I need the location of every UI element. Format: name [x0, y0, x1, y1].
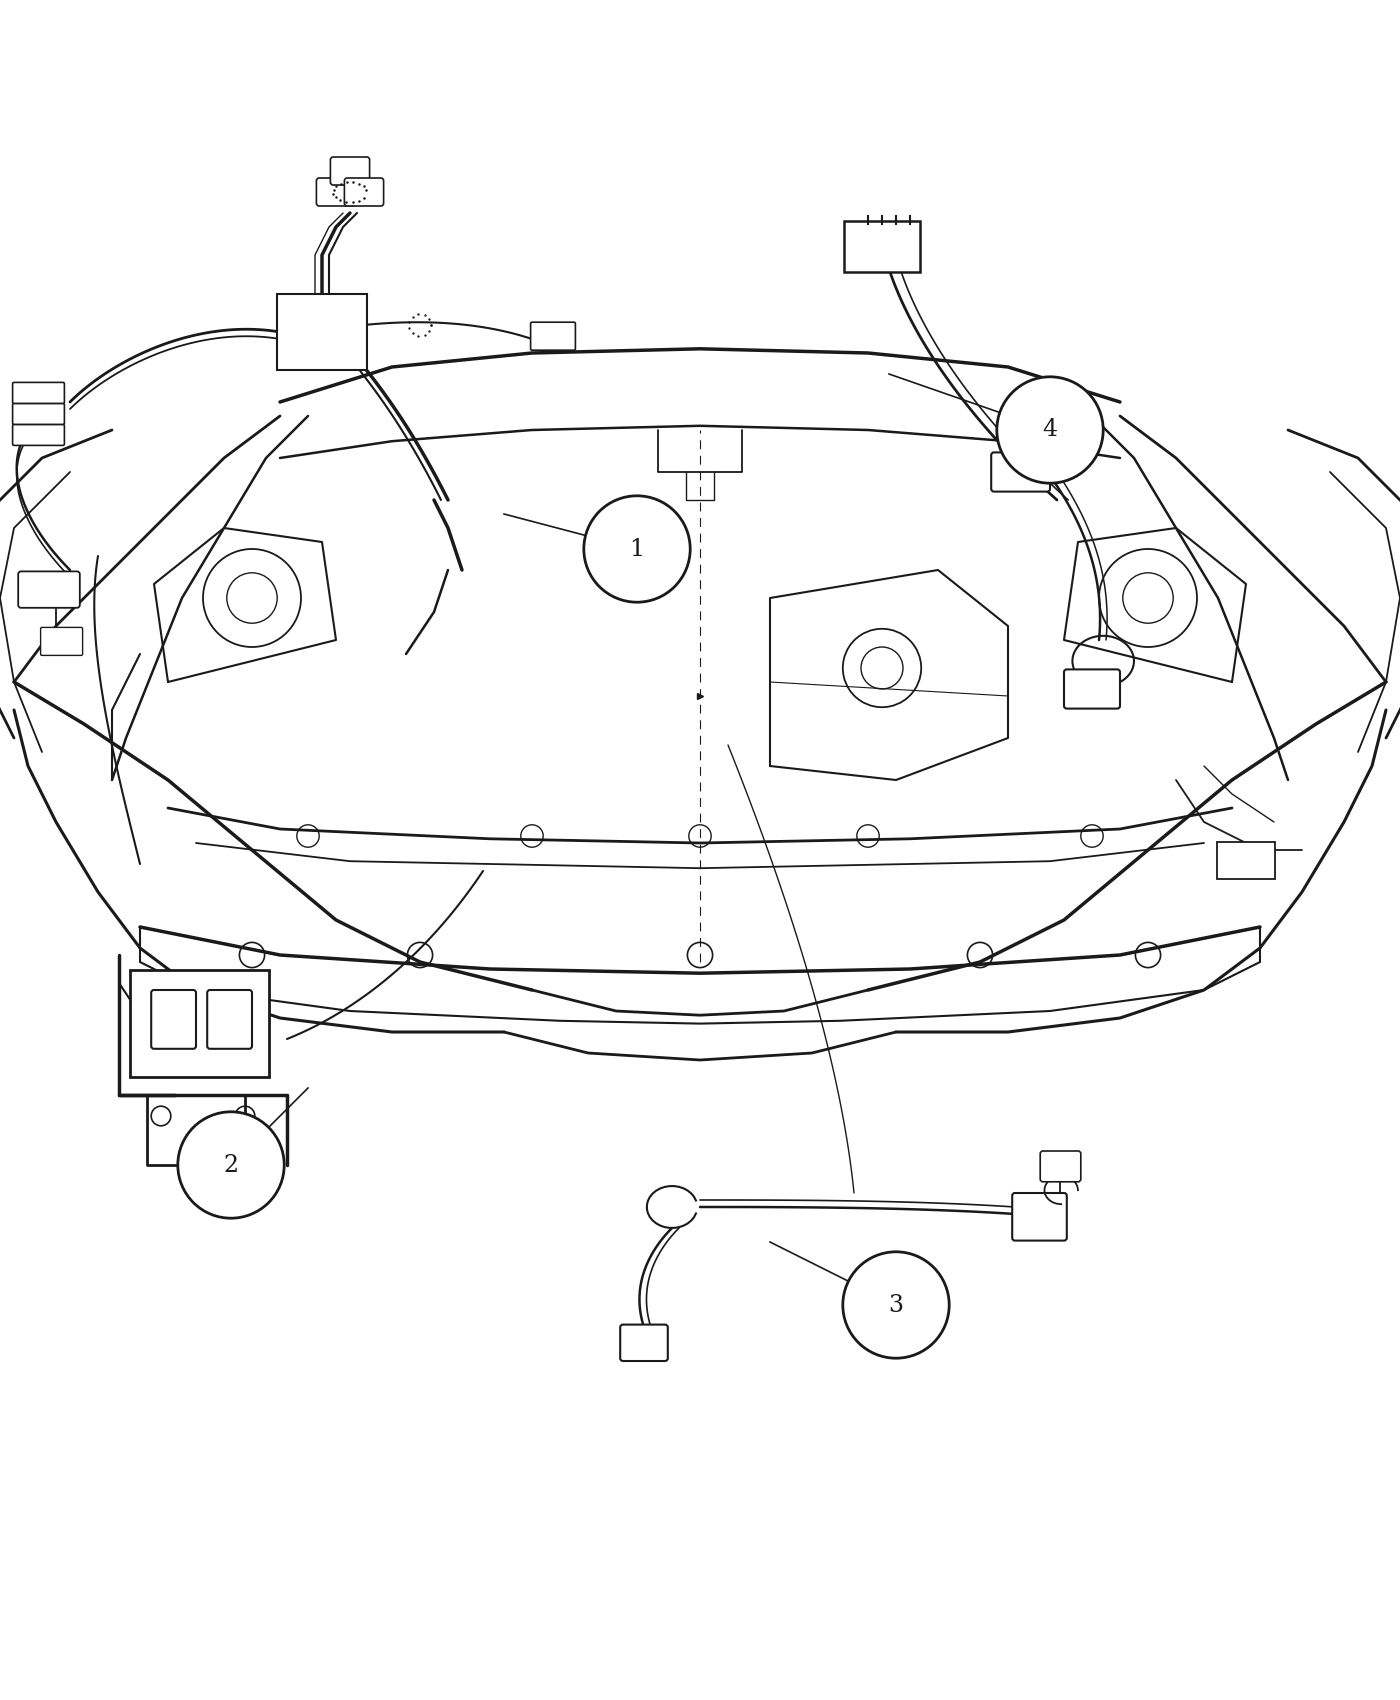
FancyBboxPatch shape: [620, 1324, 668, 1362]
FancyBboxPatch shape: [1064, 670, 1120, 709]
FancyBboxPatch shape: [330, 156, 370, 185]
FancyBboxPatch shape: [41, 627, 83, 656]
Circle shape: [584, 496, 690, 602]
FancyBboxPatch shape: [207, 989, 252, 1049]
Text: 4: 4: [1043, 418, 1057, 442]
FancyBboxPatch shape: [344, 178, 384, 206]
FancyBboxPatch shape: [13, 425, 64, 445]
FancyBboxPatch shape: [130, 971, 269, 1076]
FancyBboxPatch shape: [1040, 1151, 1081, 1182]
Circle shape: [997, 377, 1103, 483]
FancyBboxPatch shape: [1217, 842, 1275, 879]
FancyBboxPatch shape: [531, 323, 575, 350]
FancyBboxPatch shape: [991, 452, 1050, 491]
FancyBboxPatch shape: [316, 178, 356, 206]
Text: 1: 1: [630, 537, 644, 561]
FancyBboxPatch shape: [151, 989, 196, 1049]
FancyBboxPatch shape: [844, 221, 920, 272]
Text: 3: 3: [889, 1294, 903, 1316]
Circle shape: [178, 1112, 284, 1219]
FancyBboxPatch shape: [1012, 1193, 1067, 1241]
FancyBboxPatch shape: [18, 571, 80, 609]
FancyBboxPatch shape: [277, 294, 367, 371]
Circle shape: [843, 1251, 949, 1358]
Text: 2: 2: [224, 1154, 238, 1176]
FancyBboxPatch shape: [13, 382, 64, 403]
FancyBboxPatch shape: [13, 403, 64, 425]
